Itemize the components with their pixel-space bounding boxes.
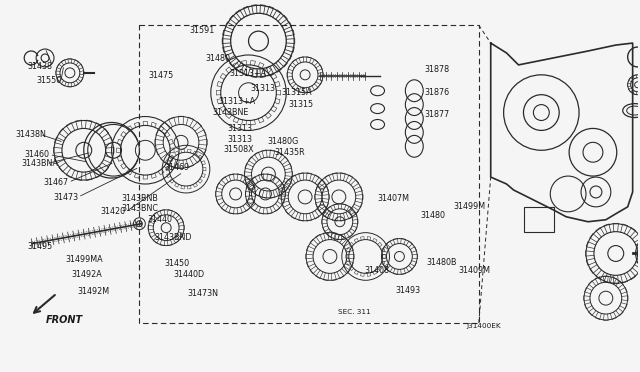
Text: 31438N: 31438N xyxy=(15,130,46,139)
Text: SEC. 311: SEC. 311 xyxy=(338,309,371,315)
Text: 3143BNA: 3143BNA xyxy=(22,159,58,169)
Text: 31508X: 31508X xyxy=(223,145,254,154)
Text: 31591: 31591 xyxy=(190,26,215,35)
Text: 3143BNB: 3143BNB xyxy=(122,195,159,203)
Text: 31550: 31550 xyxy=(36,76,61,85)
Text: 31469: 31469 xyxy=(164,163,189,172)
Text: 31313+A: 31313+A xyxy=(218,97,255,106)
Text: 31495: 31495 xyxy=(28,243,53,251)
Text: 31467: 31467 xyxy=(44,178,69,187)
Text: 31409M: 31409M xyxy=(458,266,490,275)
Text: 31407M: 31407M xyxy=(377,195,409,203)
Text: 31475: 31475 xyxy=(148,71,173,80)
Text: FRONT: FRONT xyxy=(45,315,83,325)
Text: 31480: 31480 xyxy=(420,211,445,220)
Text: 31492A: 31492A xyxy=(71,270,102,279)
Text: 31480: 31480 xyxy=(205,54,230,63)
Text: 31313+A: 31313+A xyxy=(230,69,267,78)
Text: 31440D: 31440D xyxy=(174,270,205,279)
Text: 31877: 31877 xyxy=(425,109,450,119)
Text: 31440: 31440 xyxy=(147,215,172,224)
Text: 31450: 31450 xyxy=(164,259,189,268)
Text: 31315: 31315 xyxy=(288,100,314,109)
Text: 31435R: 31435R xyxy=(275,148,305,157)
Text: 31313: 31313 xyxy=(228,135,253,144)
Text: 31493: 31493 xyxy=(395,286,420,295)
Text: 3143BNE: 3143BNE xyxy=(212,108,248,117)
Text: 31878: 31878 xyxy=(425,65,450,74)
Text: 31473: 31473 xyxy=(53,193,78,202)
Text: 31313: 31313 xyxy=(228,124,253,133)
Text: 31480B: 31480B xyxy=(427,258,457,267)
Text: 31480G: 31480G xyxy=(268,137,299,146)
Text: 31420: 31420 xyxy=(101,207,126,217)
Text: 31499MA: 31499MA xyxy=(66,255,104,264)
Text: J31400EK: J31400EK xyxy=(466,323,500,329)
Text: 31438: 31438 xyxy=(28,61,52,71)
Text: 31313: 31313 xyxy=(250,84,275,93)
Text: 31460: 31460 xyxy=(24,150,50,159)
Text: 3143BND: 3143BND xyxy=(155,233,193,242)
Text: 31492M: 31492M xyxy=(77,287,109,296)
Text: 31408: 31408 xyxy=(364,266,390,275)
Text: 31315A: 31315A xyxy=(282,89,312,97)
Text: 31499M: 31499M xyxy=(453,202,486,211)
Text: 3143BNC: 3143BNC xyxy=(122,204,159,214)
Text: 31473N: 31473N xyxy=(188,289,219,298)
Text: 31876: 31876 xyxy=(425,89,450,97)
